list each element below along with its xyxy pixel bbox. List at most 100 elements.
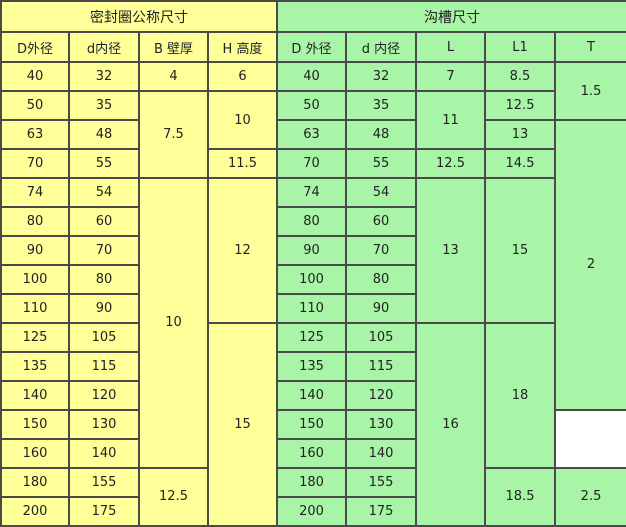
table-row: 140 120 140 120 [0, 379, 626, 411]
column-header-row: D外径 d内径 B 壁厚 H 高度 D 外径 d 内径 L L1 T [0, 31, 626, 64]
cell-groove-inner-d: 90 [345, 292, 417, 324]
cell-l: 7 [415, 61, 486, 93]
cell-groove-inner-d: 48 [345, 119, 417, 151]
cell-seal-inner-d: 48 [68, 119, 140, 151]
cell-groove-outer-d: 160 [276, 437, 347, 469]
cell-seal-outer-d: 160 [0, 437, 70, 469]
cell-seal-outer-d: 140 [0, 379, 70, 411]
table-row: 80 60 80 60 [0, 206, 626, 237]
table-row: 74 54 10 12 74 54 13 15 [0, 177, 626, 469]
cell-t: 2.5 [553, 466, 626, 527]
col-header-t: T [553, 31, 626, 64]
group-header-row: 密封圈公称尺寸 沟槽尺寸 [0, 0, 626, 34]
cell-groove-outer-d: 135 [276, 350, 347, 382]
cell-height: 15 [207, 321, 278, 527]
cell-l1: 14.5 [484, 148, 556, 180]
cell-groove-outer-d: 80 [276, 206, 347, 237]
cell-l: 13 [415, 177, 486, 324]
cell-seal-inner-d: 175 [68, 495, 140, 527]
table-row: 180 155 12.5 180 155 18.5 2.5 [0, 466, 626, 527]
table-row: 70 55 11.5 70 55 12.5 14.5 [0, 148, 626, 180]
cell-seal-outer-d: 200 [0, 495, 70, 527]
cell-seal-outer-d: 40 [0, 61, 70, 93]
cell-groove-inner-d: 54 [345, 177, 417, 208]
cell-groove-outer-d: 100 [276, 263, 347, 295]
cell-seal-inner-d: 130 [68, 408, 140, 440]
cell-groove-inner-d: 155 [345, 466, 417, 498]
cell-l1: 18.5 [484, 466, 556, 527]
cell-seal-inner-d: 105 [68, 321, 140, 353]
cell-seal-outer-d: 63 [0, 119, 70, 151]
cell-groove-inner-d: 115 [345, 350, 417, 382]
cell-groove-outer-d: 200 [276, 495, 347, 527]
cell-height: 10 [207, 90, 278, 151]
col-header-groove-outer-d: D 外径 [276, 31, 347, 64]
cell-groove-outer-d: 63 [276, 119, 347, 151]
col-header-seal-inner-d: d内径 [68, 31, 140, 64]
table-row: 200 175 200 175 [0, 495, 626, 527]
cell-seal-outer-d: 135 [0, 350, 70, 382]
cell-groove-outer-d: 150 [276, 408, 347, 440]
col-header-groove-inner-d: d 内径 [345, 31, 417, 64]
cell-height: 11.5 [207, 148, 278, 180]
table-row: 90 70 90 70 [0, 234, 626, 266]
cell-seal-outer-d: 90 [0, 234, 70, 266]
col-header-height: H 高度 [207, 31, 278, 64]
cell-wall-thickness: 4 [138, 61, 209, 93]
table-row: 160 140 160 140 [0, 437, 626, 469]
cell-groove-inner-d: 130 [345, 408, 417, 440]
cell-groove-inner-d: 80 [345, 263, 417, 295]
cell-groove-outer-d: 70 [276, 148, 347, 180]
table-row: 135 115 135 115 [0, 350, 626, 382]
table-row: 125 105 15 125 105 16 18 [0, 321, 626, 527]
cell-groove-inner-d: 105 [345, 321, 417, 353]
groove-size-header: 沟槽尺寸 [275, 0, 626, 34]
cell-wall-thickness: 10 [138, 177, 209, 469]
cell-groove-outer-d: 40 [276, 61, 347, 93]
table-row: 40 32 4 6 40 32 7 8.5 1.5 [0, 61, 626, 122]
cell-groove-inner-d: 32 [345, 61, 417, 93]
cell-seal-outer-d: 150 [0, 408, 70, 440]
cell-groove-inner-d: 140 [345, 437, 417, 469]
col-header-l1: L1 [484, 31, 556, 64]
cell-seal-inner-d: 54 [68, 177, 140, 208]
cell-l1: 8.5 [484, 61, 556, 93]
cell-seal-outer-d: 80 [0, 206, 70, 237]
cell-groove-outer-d: 125 [276, 321, 347, 353]
cell-l1: 18 [484, 321, 556, 469]
col-header-wall-thickness: B 壁厚 [138, 31, 209, 64]
cell-groove-outer-d: 74 [276, 177, 347, 208]
cell-groove-inner-d: 70 [345, 234, 417, 266]
cell-wall-thickness: 12.5 [138, 466, 209, 527]
cell-l1: 15 [484, 177, 556, 324]
cell-seal-outer-d: 70 [0, 148, 70, 180]
table-row: 100 80 100 80 [0, 263, 626, 295]
cell-seal-inner-d: 115 [68, 350, 140, 382]
cell-height: 12 [207, 177, 278, 324]
table-row: 150 130 150 130 [0, 408, 626, 440]
cell-seal-inner-d: 35 [68, 90, 140, 122]
cell-seal-outer-d: 50 [0, 90, 70, 122]
cell-seal-inner-d: 60 [68, 206, 140, 237]
cell-groove-outer-d: 110 [276, 292, 347, 324]
cell-seal-outer-d: 100 [0, 263, 70, 295]
cell-t: 1.5 [553, 61, 626, 122]
seal-nominal-size-header: 密封圈公称尺寸 [0, 0, 278, 34]
cell-groove-inner-d: 120 [345, 379, 417, 411]
cell-seal-outer-d: 125 [0, 321, 70, 353]
cell-seal-inner-d: 55 [68, 148, 140, 180]
cell-groove-outer-d: 50 [276, 90, 347, 122]
cell-seal-inner-d: 70 [68, 234, 140, 266]
cell-groove-outer-d: 90 [276, 234, 347, 266]
cell-seal-inner-d: 155 [68, 466, 140, 498]
cell-l1: 13 [484, 119, 556, 151]
cell-t: 2 [553, 119, 626, 411]
cell-groove-inner-d: 175 [345, 495, 417, 527]
cell-l: 11 [415, 90, 486, 151]
cell-l1: 12.5 [484, 90, 556, 122]
col-header-seal-outer-d: D外径 [0, 31, 70, 64]
cell-l: 12.5 [415, 148, 486, 180]
cell-seal-inner-d: 120 [68, 379, 140, 411]
cell-seal-outer-d: 180 [0, 466, 70, 498]
